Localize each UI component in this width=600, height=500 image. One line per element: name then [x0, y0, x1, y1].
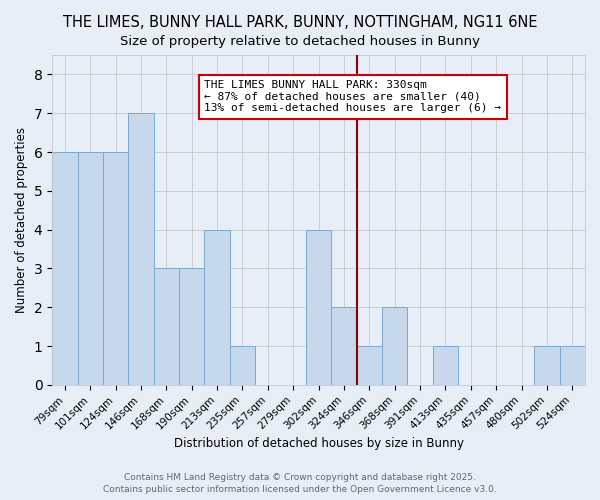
Bar: [154, 268, 179, 385]
X-axis label: Distribution of detached houses by size in Bunny: Distribution of detached houses by size …: [173, 437, 464, 450]
Text: Size of property relative to detached houses in Bunny: Size of property relative to detached ho…: [120, 35, 480, 48]
Bar: [103, 152, 128, 385]
Bar: [433, 346, 458, 385]
Bar: [382, 307, 407, 385]
Bar: [230, 346, 255, 385]
Bar: [560, 346, 585, 385]
Bar: [52, 152, 77, 385]
Bar: [331, 307, 356, 385]
Bar: [356, 346, 382, 385]
Text: THE LIMES, BUNNY HALL PARK, BUNNY, NOTTINGHAM, NG11 6NE: THE LIMES, BUNNY HALL PARK, BUNNY, NOTTI…: [63, 15, 537, 30]
Y-axis label: Number of detached properties: Number of detached properties: [15, 127, 28, 313]
Bar: [306, 230, 331, 385]
Text: Contains HM Land Registry data © Crown copyright and database right 2025.
Contai: Contains HM Land Registry data © Crown c…: [103, 473, 497, 494]
Text: THE LIMES BUNNY HALL PARK: 330sqm
← 87% of detached houses are smaller (40)
13% : THE LIMES BUNNY HALL PARK: 330sqm ← 87% …: [205, 80, 502, 114]
Bar: [179, 268, 205, 385]
Bar: [128, 113, 154, 385]
Bar: [77, 152, 103, 385]
Bar: [205, 230, 230, 385]
Bar: [534, 346, 560, 385]
